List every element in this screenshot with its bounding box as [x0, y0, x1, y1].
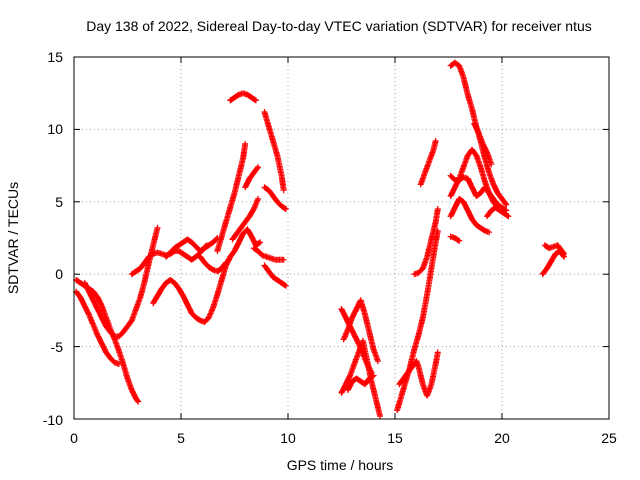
- data-point-track: [344, 372, 377, 393]
- x-tick-label: 5: [177, 430, 185, 446]
- data-point-track: [73, 288, 122, 367]
- data-point-track: [229, 195, 261, 243]
- series-track-12: [250, 245, 287, 263]
- data-point-track: [261, 262, 289, 289]
- series-track-4: [128, 235, 221, 278]
- data-point-track: [484, 204, 512, 220]
- series-track-2: [73, 288, 122, 367]
- series-track-10: [227, 90, 259, 104]
- series-track-15: [261, 262, 289, 289]
- x-tick-label: 15: [387, 430, 403, 446]
- series-track-23: [417, 138, 439, 188]
- x-axis-label: GPS time / hours: [287, 457, 394, 473]
- data-point-track: [261, 109, 287, 194]
- data-point-track: [81, 224, 161, 340]
- series-track-21: [396, 349, 441, 399]
- series-track-11: [242, 164, 261, 191]
- series-track-22: [411, 206, 441, 278]
- data-point-track: [447, 146, 510, 214]
- x-tick-labels: 0 5 10 15 20 25: [70, 430, 617, 446]
- y-tick-label: 5: [55, 194, 63, 210]
- series-track-6: [150, 226, 264, 325]
- data-point-track: [338, 337, 383, 420]
- data-point-track: [541, 242, 568, 257]
- y-tick-labels: -10 -5 0 5 10 15: [43, 49, 63, 428]
- data-point-track: [471, 120, 495, 168]
- chart-title: Day 138 of 2022, Sidereal Day-to-day VTE…: [86, 18, 592, 34]
- y-tick-label: 0: [55, 266, 63, 282]
- plot-frame: [73, 56, 610, 420]
- grid-lines: [74, 57, 609, 419]
- series-track-29: [471, 120, 495, 168]
- data-point-track: [128, 235, 221, 278]
- y-tick-label: -10: [43, 412, 63, 428]
- series-track-13: [261, 109, 287, 194]
- series-track-17: [340, 297, 381, 365]
- series-track-8: [214, 140, 249, 254]
- series-track-9: [229, 195, 261, 243]
- series-track-3: [81, 224, 161, 340]
- data-point-track: [73, 277, 142, 405]
- data-point-track: [447, 195, 493, 236]
- series-track-7: [197, 253, 229, 275]
- series-track-25: [447, 146, 510, 214]
- series-track-27: [447, 233, 463, 244]
- data-point-track: [396, 349, 441, 399]
- data-point-track: [242, 164, 261, 191]
- data-point-track: [150, 226, 264, 325]
- series-track-5: [163, 236, 210, 260]
- series-track-18: [338, 337, 383, 420]
- y-tick-label: 10: [47, 121, 63, 137]
- series-track-30: [484, 204, 512, 220]
- x-tick-label: 10: [280, 430, 296, 446]
- data-point-track: [417, 138, 439, 188]
- data-point-track: [214, 140, 249, 254]
- data-point-track: [197, 253, 229, 275]
- y-tick-label: 15: [47, 49, 63, 65]
- data-point-track: [163, 236, 210, 260]
- series-track-14: [261, 184, 289, 212]
- data-points: [73, 59, 568, 420]
- data-point-track: [261, 184, 289, 212]
- data-point-track: [340, 297, 381, 365]
- y-tick-label: -5: [51, 339, 64, 355]
- series-track-1: [73, 277, 142, 405]
- data-point-track: [227, 90, 259, 104]
- data-point-track: [250, 245, 287, 263]
- x-tick-label: 25: [601, 430, 617, 446]
- series-track-19: [344, 372, 377, 393]
- data-point-track: [447, 233, 463, 244]
- series-track-26: [447, 195, 493, 236]
- data-point-track: [411, 206, 441, 278]
- y-axis-label: SDTVAR / TECUs: [5, 182, 21, 294]
- x-tick-label: 20: [494, 430, 510, 446]
- series-track-32: [541, 242, 568, 257]
- x-tick-label: 0: [70, 430, 78, 446]
